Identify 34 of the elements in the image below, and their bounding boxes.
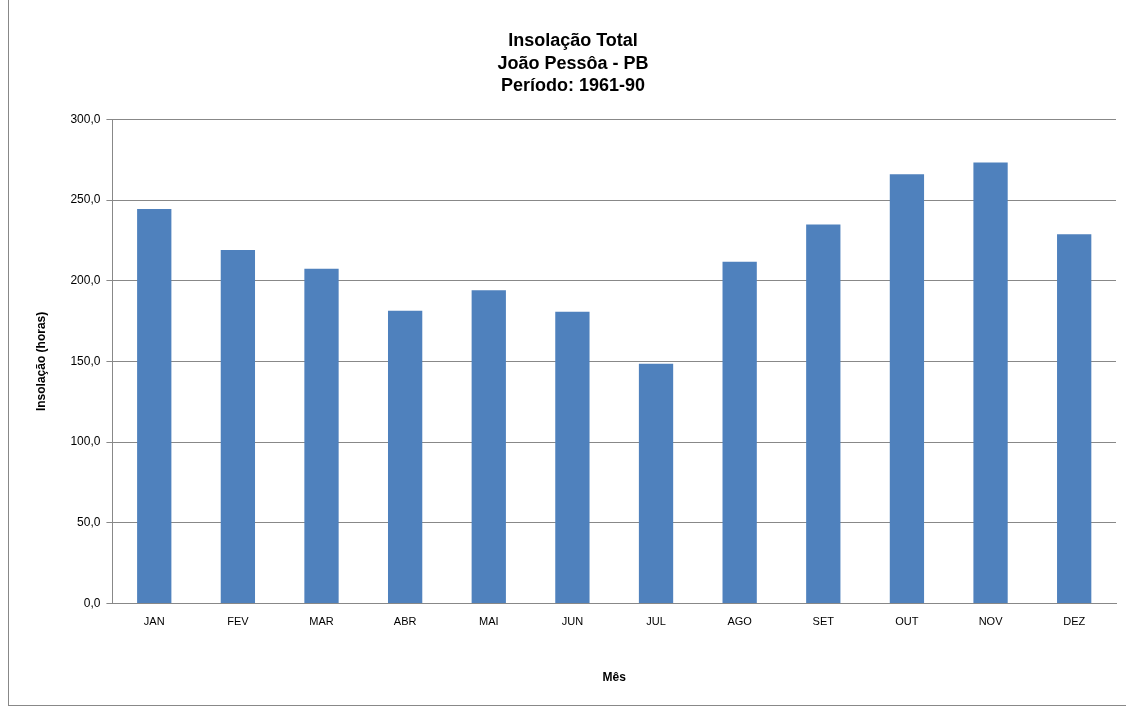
y-tick-label: 200,0: [70, 273, 101, 288]
x-axis-title: Mês: [602, 670, 627, 685]
bar: [387, 310, 423, 603]
x-tick-label: OUT: [895, 615, 919, 628]
y-tick-label: 50,0: [77, 515, 101, 530]
bar: [973, 162, 1008, 603]
chart-title: Insolação Total João Pessôa - PB Período: 1961-90: [497, 30, 649, 96]
bar: [806, 224, 841, 603]
bar: [304, 268, 339, 603]
y-axis-title: Insolação (horas): [33, 311, 48, 412]
y-tick-label: 250,0: [70, 192, 101, 207]
x-tick-label: JUL: [646, 615, 666, 628]
bar: [471, 290, 506, 603]
bar: [137, 209, 172, 603]
y-tick-label: 300,0: [70, 111, 101, 126]
x-tick-label: MAI: [478, 615, 499, 628]
x-tick-label: FEV: [227, 615, 250, 628]
y-tick-label: 150,0: [70, 353, 101, 368]
x-tick-label: NOV: [978, 615, 1004, 628]
x-tick-label: JAN: [143, 615, 165, 628]
x-tick-label: DEZ: [1063, 615, 1086, 628]
x-tick-label: MAR: [309, 615, 334, 628]
x-tick-label: AGO: [727, 615, 753, 628]
bar: [220, 249, 256, 603]
x-tick-label: ABR: [393, 615, 417, 628]
x-tick-label: JUN: [561, 615, 584, 628]
bar: [1057, 234, 1092, 603]
bar: [555, 311, 590, 603]
y-tick-label: 0,0: [83, 595, 101, 610]
bar: [638, 363, 674, 603]
bar: [889, 174, 925, 603]
bar: [722, 261, 757, 603]
y-tick-label: 100,0: [70, 434, 101, 449]
x-tick-label: SET: [812, 615, 835, 628]
